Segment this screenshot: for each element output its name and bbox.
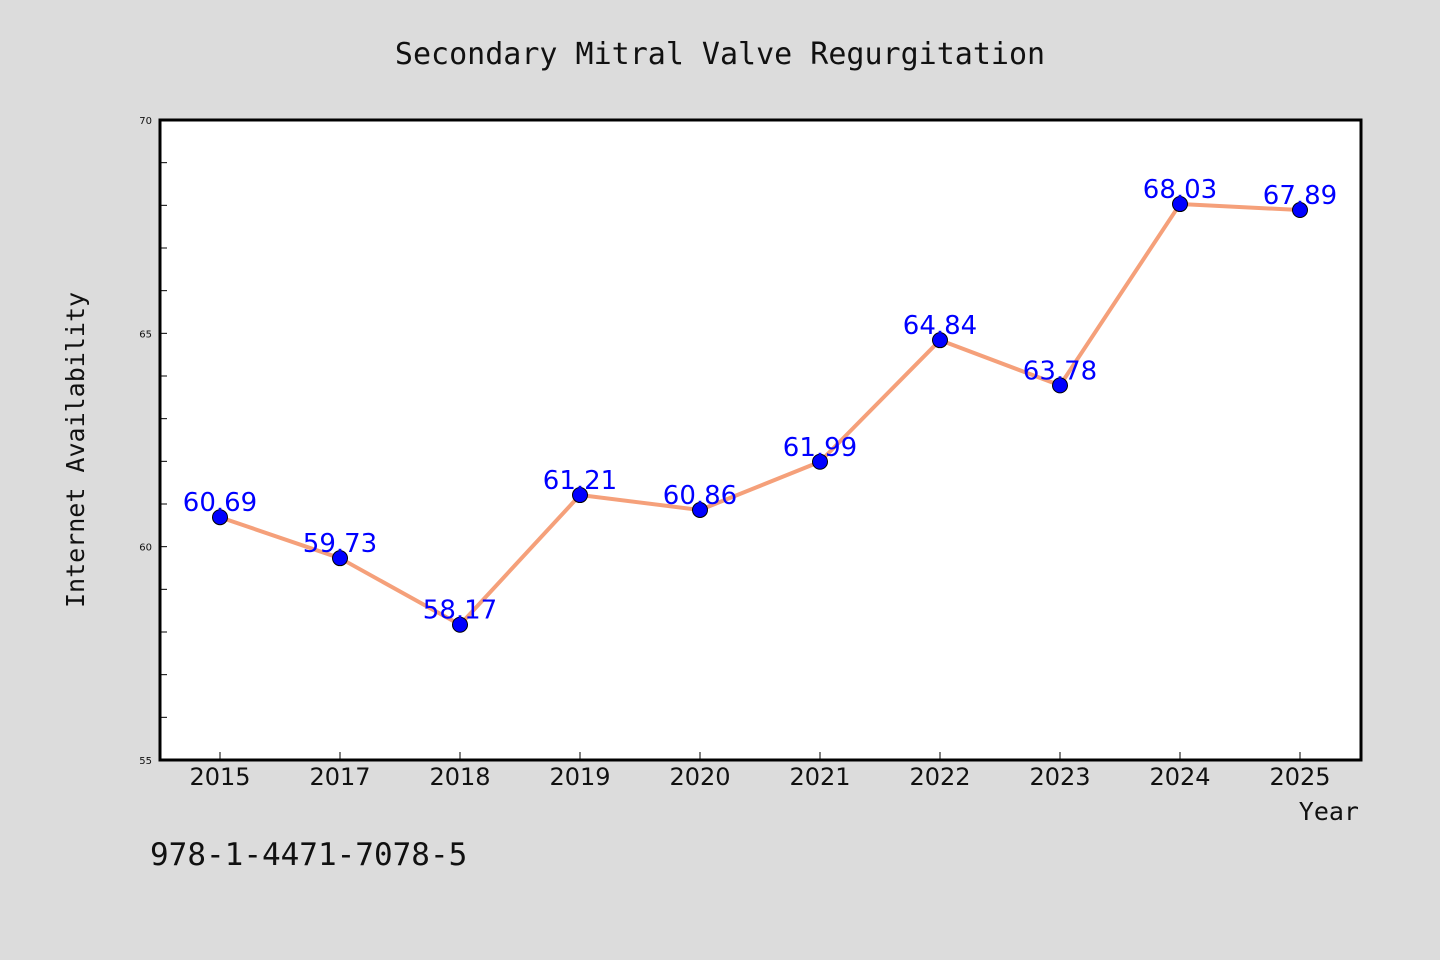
data-point <box>692 501 708 518</box>
x-tick-label: 2022 <box>909 763 970 791</box>
y-tick-label: 70 <box>139 116 152 127</box>
x-tick-label: 2017 <box>309 763 370 791</box>
x-tick-label: 2020 <box>669 763 730 791</box>
data-point <box>1292 202 1308 219</box>
x-tick-label: 2023 <box>1029 763 1090 791</box>
x-axis-label: Year <box>1299 797 1359 826</box>
data-label: 67.89 <box>1263 181 1337 211</box>
y-axis-label: Internet Availability <box>61 292 90 608</box>
series-group: 60.69 59.73 58.17 61.21 60.86 61.99 64.84 63.78… <box>183 175 1337 633</box>
y-tick-label: 65 <box>139 329 152 340</box>
x-tick-label: 2015 <box>189 763 250 791</box>
x-tick-label: 2025 <box>1269 763 1330 791</box>
x-tick-label: 2019 <box>549 763 610 791</box>
chart-title: Secondary Mitral Valve Regurgitation <box>395 37 1045 72</box>
data-point <box>212 509 228 526</box>
data-label: 60.86 <box>663 481 737 511</box>
y-axis-ticks: 55 60 65 70 <box>139 116 167 767</box>
data-label: 59.73 <box>303 529 377 559</box>
x-tick-label: 2024 <box>1149 763 1210 791</box>
x-axis-ticks: 2015 2017 2018 2019 2020 2021 2022 2023 2024 2025 <box>189 752 1331 791</box>
plot-area <box>158 118 1363 762</box>
data-label: 63.78 <box>1023 356 1097 386</box>
isbn-text: 978-1-4471-7078-5 <box>150 837 467 873</box>
data-point <box>1172 196 1188 213</box>
data-point <box>572 487 588 504</box>
x-tick-label: 2021 <box>789 763 850 791</box>
data-point <box>812 453 828 470</box>
data-label: 68.03 <box>1143 175 1217 205</box>
data-label: 58.17 <box>423 596 497 626</box>
y-tick-label: 55 <box>139 756 152 767</box>
y-tick-label: 60 <box>139 543 152 554</box>
data-label: 64.84 <box>903 311 977 341</box>
data-point <box>932 332 948 349</box>
data-label: 61.99 <box>783 433 857 463</box>
data-point <box>332 550 348 567</box>
x-tick-label: 2018 <box>429 763 490 791</box>
data-label: 60.69 <box>183 488 257 518</box>
data-point <box>452 616 468 633</box>
data-point <box>1052 377 1068 394</box>
series-line <box>219 202 1301 627</box>
data-label: 61.21 <box>543 466 617 496</box>
